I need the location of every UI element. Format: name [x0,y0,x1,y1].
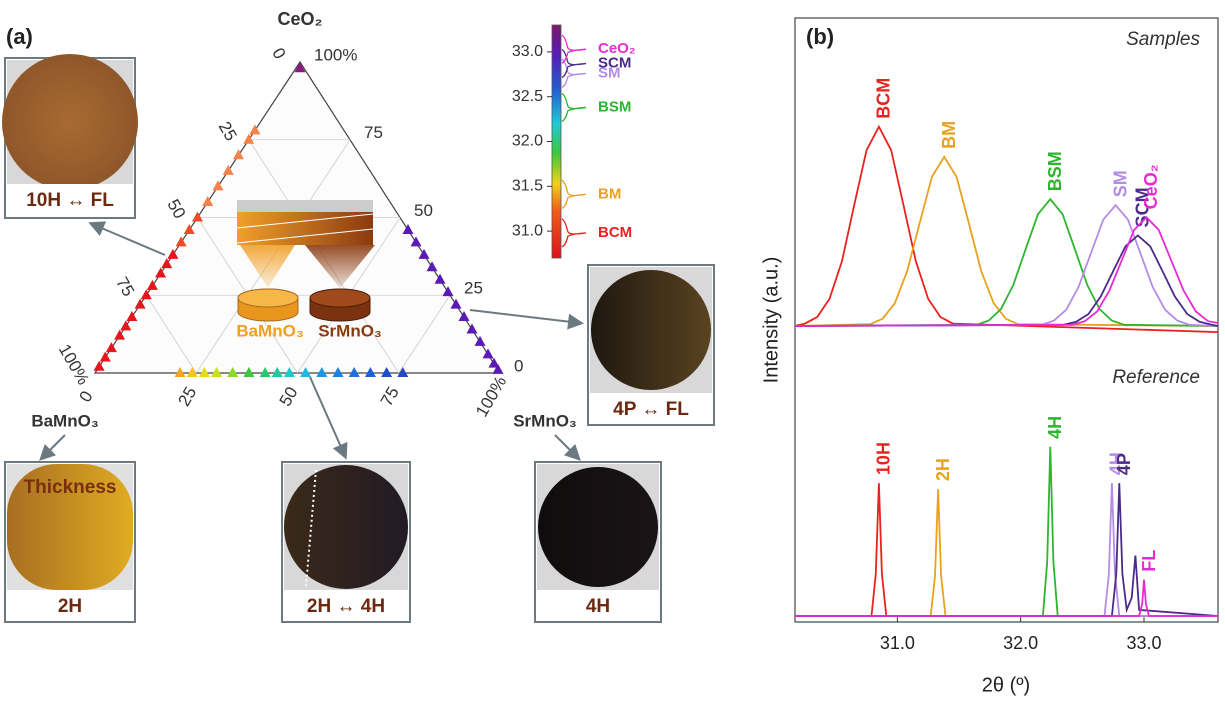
colorbar-tick-label: 33.0 [512,43,543,60]
x-axis-label: 2θ (º) [982,674,1030,696]
series-label: CeO₂ [1141,164,1161,209]
series-line [795,217,1218,326]
sr-tick-label: 75 [377,384,403,410]
vertex-label: CeO₂ [277,9,322,29]
peak-curve [562,219,586,247]
arrow [42,435,65,458]
series-label: BM [939,121,959,149]
photo: 10H ↔ FL [2,54,138,218]
peak-label: CeO₂ [598,40,636,57]
ba-tick-label: 50 [163,196,189,222]
figure: (a) CeO₂ BaMnO₃ SrMnO₃ 0255075100%025507… [0,0,1225,700]
series-label: FL [1139,550,1159,572]
series-line [795,235,1218,326]
wafer [284,465,408,589]
ce-tick-label: 50 [414,201,433,220]
series-label: 10H [874,442,894,475]
photo-caption: 10H ↔ FL [26,190,114,211]
ba-tick-label: 75 [112,274,138,300]
vertex-label: SrMnO₃ [513,411,577,430]
peak-label: BSM [598,98,631,115]
target-top [310,289,370,307]
colorbar [552,25,561,258]
annotation: Reference [1112,367,1200,388]
wafer [2,54,138,190]
colorbar-tick-label: 31.5 [512,178,543,195]
wafer [591,270,711,390]
photo: 4P ↔ FL [588,265,714,425]
ba-tick-label: 100% [55,341,93,388]
photo: 2H ↔ 4H [282,462,410,622]
photo-caption: 2H ↔ 4H [307,596,385,617]
ce-tick-label: 25 [464,279,483,298]
photo-overlay: Thickness [24,477,117,498]
series-label: 4P [1114,453,1134,475]
ce-tick-label: 0 [514,356,523,375]
peak-label: BCM [598,224,632,241]
series-line [795,483,1218,616]
photo-caption: 2H [58,596,82,617]
ba-tick-label: 25 [215,118,241,144]
page: body { margin: 0; background: #fff; font… [0,0,1225,705]
target-label: BaMnO₃ [236,321,303,340]
arrow [555,435,578,458]
x-tick-label: 33.0 [1126,633,1161,653]
series-label: 2H [933,458,953,481]
panel-label: (a) [6,24,33,49]
target-top [238,289,298,307]
y-axis-label: Intensity (a.u.) [760,257,782,384]
body: { "figure_a": { "label": "(a)", "vertice… [0,0,1225,705]
x-tick-label: 31.0 [880,633,915,653]
photo: Thickness 2H [5,462,135,622]
photo: 4H [535,462,661,622]
series-label: 4H [1045,416,1065,439]
wafer [538,467,658,587]
peak-curve [562,93,586,121]
sr-tick-label: 0 [76,388,97,406]
ba-tick-label: 0 [268,45,289,63]
substrate [237,200,373,212]
series-line [795,199,1218,326]
vertex-label: BaMnO₃ [31,411,98,430]
arrow [470,310,580,323]
arrow [310,377,345,456]
series-line [795,447,1218,616]
target-label: SrMnO₃ [318,321,382,340]
photo-caption: 4P ↔ FL [613,399,689,420]
peak-label: BM [598,185,621,202]
series-line [795,127,1218,332]
colorbar-tick-label: 31.0 [512,222,543,239]
panel-label: (b) [806,24,834,49]
sr-tick-label: 50 [276,384,302,410]
ce-tick-label: 75 [364,123,383,142]
sr-tick-label: 25 [174,384,200,410]
peak-curve [562,180,586,208]
series-line [795,483,1218,616]
series-line [795,483,1218,616]
colorbar-tick-label: 32.0 [512,133,543,150]
series-label: BCM [874,78,894,119]
series-line [795,205,1218,326]
annotation: Samples [1126,29,1200,50]
arrow [92,224,165,255]
series-label: SM [1110,170,1130,197]
peak-curve [562,35,586,63]
series-label: BSM [1045,151,1065,191]
colorbar-tick-label: 32.5 [512,88,543,105]
ce-tick-label: 100% [314,45,357,64]
film [237,212,373,245]
sr-tick-label: 100% [472,373,510,420]
x-tick-label: 32.0 [1003,633,1038,653]
photo-caption: 4H [586,596,610,617]
